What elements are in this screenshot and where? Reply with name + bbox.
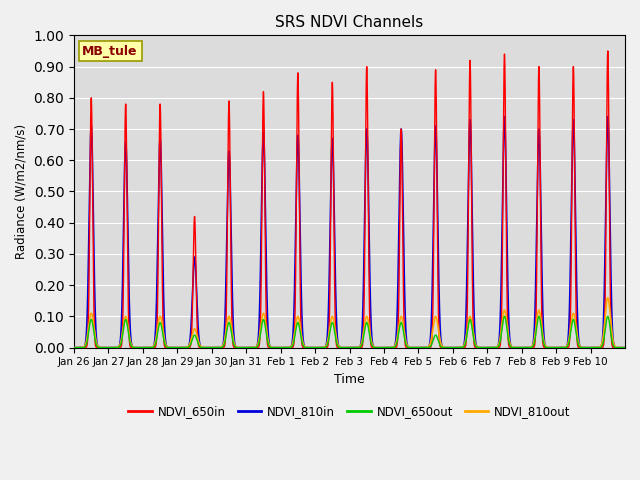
Title: SRS NDVI Channels: SRS NDVI Channels xyxy=(275,15,424,30)
Legend: NDVI_650in, NDVI_810in, NDVI_650out, NDVI_810out: NDVI_650in, NDVI_810in, NDVI_650out, NDV… xyxy=(124,400,575,423)
X-axis label: Time: Time xyxy=(334,373,365,386)
Y-axis label: Radiance (W/m2/nm/s): Radiance (W/m2/nm/s) xyxy=(15,124,28,259)
Text: MB_tule: MB_tule xyxy=(83,45,138,58)
